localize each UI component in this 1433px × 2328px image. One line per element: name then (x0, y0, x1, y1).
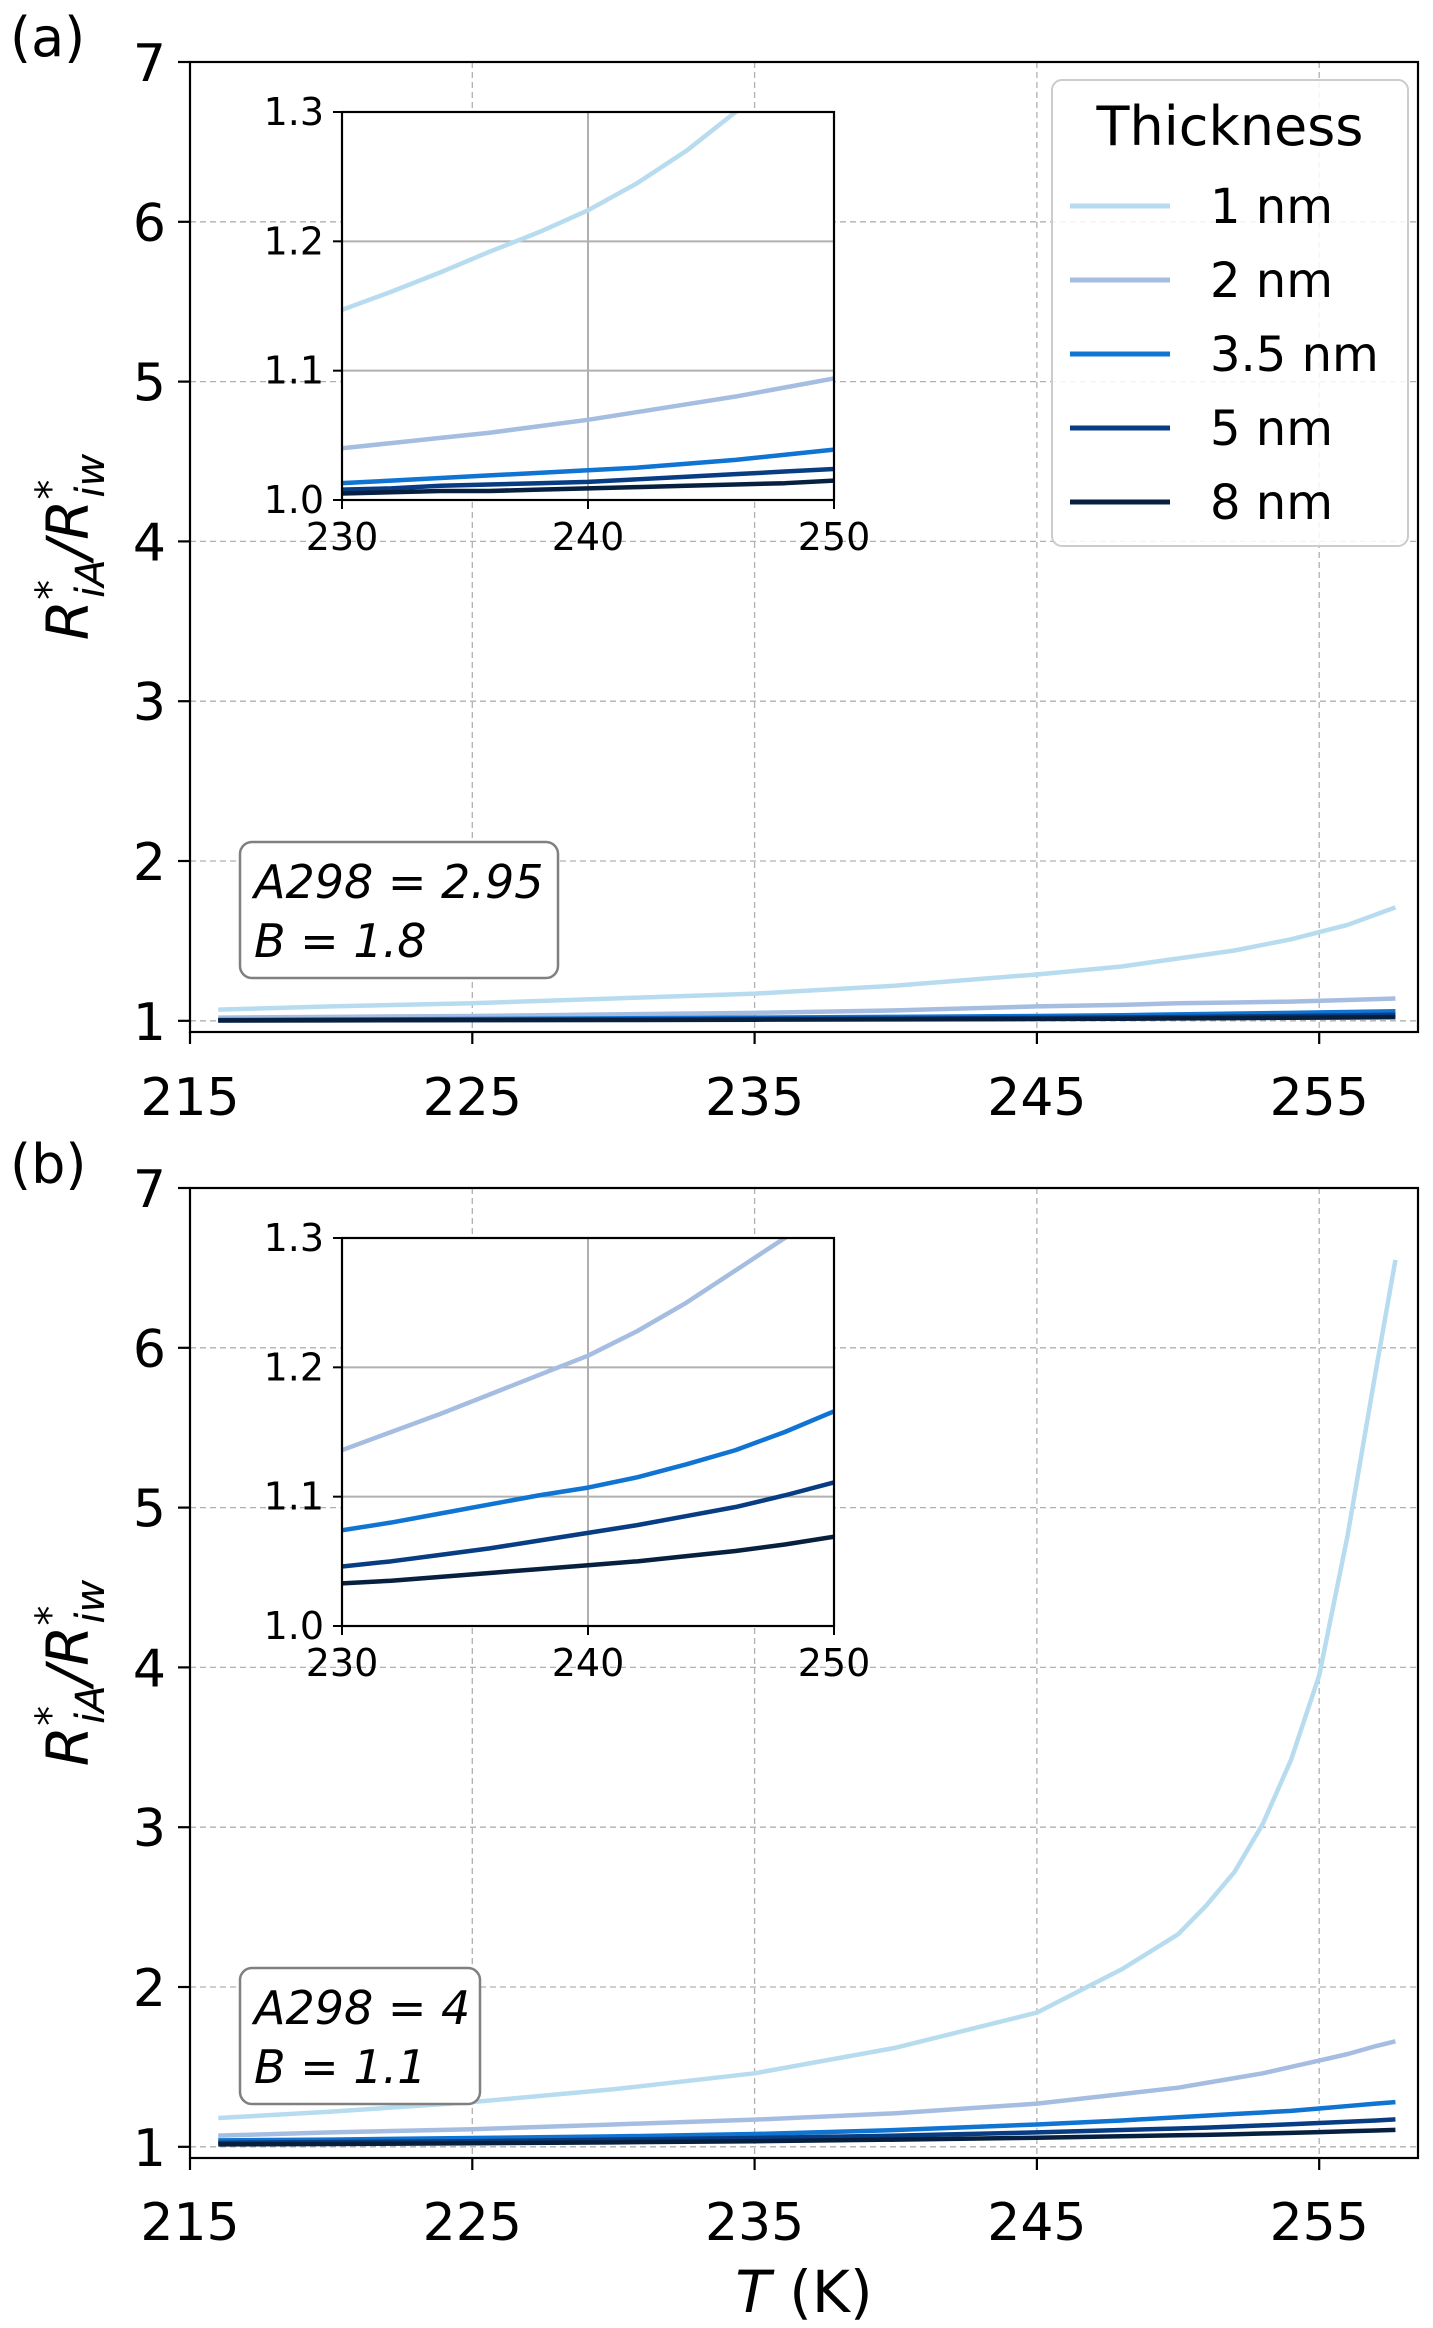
inset-y-tick-label: 1.3 (264, 1216, 324, 1260)
ylabel-part: * (28, 1706, 74, 1726)
inset-series-line (342, 376, 834, 451)
y-tick-label: 7 (133, 34, 166, 94)
x-tick-label: 215 (140, 2193, 239, 2253)
inset-x-tick-label: 240 (552, 515, 625, 559)
inset-x-tick-label: 230 (306, 1641, 379, 1685)
xlabel-part: (K) (771, 2258, 873, 2326)
panel-label: (a) (10, 6, 85, 69)
series-line (218, 905, 1397, 1012)
ylabel-part: /R (34, 500, 102, 565)
y-axis-label: R*iA/R*iw (28, 1579, 114, 1766)
series-group (218, 905, 1397, 1023)
ylabel-part: iA (68, 1685, 114, 1723)
inset-series-line (342, 1534, 834, 1586)
x-tick-label: 225 (423, 2193, 522, 2253)
xlabel-part: T (735, 2258, 775, 2326)
axes-frame (188, 60, 1420, 1034)
legend-title: Thickness (1096, 95, 1364, 158)
annotation-box (238, 840, 560, 980)
inset-series-line (342, 1480, 834, 1569)
series-group (218, 1259, 1398, 2147)
x-tick-label: 235 (705, 1068, 804, 1128)
inset-x-tick-label: 250 (798, 515, 871, 559)
inset-y-tick-label: 1.0 (264, 1604, 324, 1648)
x-tick-label: 245 (987, 2193, 1086, 2253)
x-axis-label: T (K) (735, 2258, 872, 2326)
ylabel-part: iA (68, 559, 114, 597)
y-tick-label: 3 (133, 673, 166, 733)
ylabel-part: R (34, 1726, 102, 1766)
y-tick-label: 5 (133, 1480, 166, 1540)
series-line (218, 1014, 1396, 1023)
y-tick-label: 1 (133, 2119, 166, 2179)
y-tick-label: 4 (133, 1639, 166, 1699)
panel-label: (b) (10, 1133, 86, 1196)
series-line (218, 2117, 1396, 2146)
x-tick-label: 245 (987, 1068, 1086, 1128)
ylabel-part: * (28, 480, 74, 500)
inset-series-line (342, 447, 834, 486)
x-tick-label: 255 (1270, 1068, 1369, 1128)
legend: Thickness 1 nm 2 nm 3.5 nm 5 nm 8 nm (1051, 79, 1409, 547)
series-line (218, 2127, 1396, 2147)
y-tick-label: 6 (133, 194, 166, 254)
inset-series-group (342, 1238, 834, 1586)
axes-frame (188, 1186, 1420, 2160)
y-tick-label: 3 (133, 1799, 166, 1859)
ylabel-part: * (28, 1606, 74, 1626)
y-axis-label: R*iA/R*iw (28, 453, 114, 640)
inset-series-line (342, 112, 740, 312)
ylabel-part: R (34, 600, 102, 640)
inset-x-tick-label: 240 (552, 1641, 625, 1685)
series-line (218, 2039, 1396, 2138)
inset-series-line (342, 466, 834, 492)
annotation-line-2: B = 1.1 (254, 2040, 427, 2094)
x-tick-label: 255 (1270, 2193, 1369, 2253)
inset-series-group (342, 112, 834, 496)
series-line (218, 2099, 1396, 2143)
series-line (218, 996, 1396, 1020)
inset-series-line (342, 478, 834, 496)
inset-y-tick-label: 1.0 (264, 478, 324, 522)
inset-y-tick-label: 1.1 (264, 349, 324, 393)
annotation-line-2: B = 1.8 (254, 914, 427, 968)
inset-series-line (342, 1409, 834, 1533)
inset-series-line (342, 1238, 789, 1453)
ylabel-part: /R (34, 1626, 102, 1691)
x-tick-label: 235 (705, 2193, 804, 2253)
legend-label: 2 nm (1210, 253, 1333, 309)
inset-x-tick-label: 230 (306, 515, 379, 559)
inset-y-tick-label: 1.3 (264, 90, 324, 134)
legend-label: 5 nm (1210, 401, 1333, 457)
y-tick-label: 2 (133, 1959, 166, 2019)
y-tick-label: 1 (133, 993, 166, 1053)
y-tick-label: 6 (133, 1320, 166, 1380)
x-tick-label: 215 (140, 1068, 239, 1128)
inset-x-tick-label: 250 (798, 1641, 871, 1685)
y-tick-label: 7 (133, 1160, 166, 1220)
legend-label: 3.5 nm (1210, 327, 1379, 383)
inset-y-tick-label: 1.2 (264, 1345, 324, 1389)
annotation-line-1: A298 = 2.95 (251, 855, 543, 909)
series-line (218, 1259, 1398, 2121)
ylabel-part: iw (68, 1579, 114, 1623)
annotation-box (238, 1966, 482, 2106)
y-tick-label: 2 (133, 833, 166, 893)
x-tick-label: 225 (423, 1068, 522, 1128)
legend-label: 8 nm (1210, 475, 1333, 531)
inset-y-tick-label: 1.2 (264, 219, 324, 263)
legend-label: 1 nm (1210, 179, 1333, 235)
ylabel-part: iw (68, 453, 114, 497)
ylabel-part: * (28, 580, 74, 600)
annotation-line-1: A298 = 4 (251, 1981, 470, 2035)
y-tick-label: 5 (133, 354, 166, 414)
inset-y-tick-label: 1.1 (264, 1475, 324, 1519)
y-tick-label: 4 (133, 513, 166, 573)
